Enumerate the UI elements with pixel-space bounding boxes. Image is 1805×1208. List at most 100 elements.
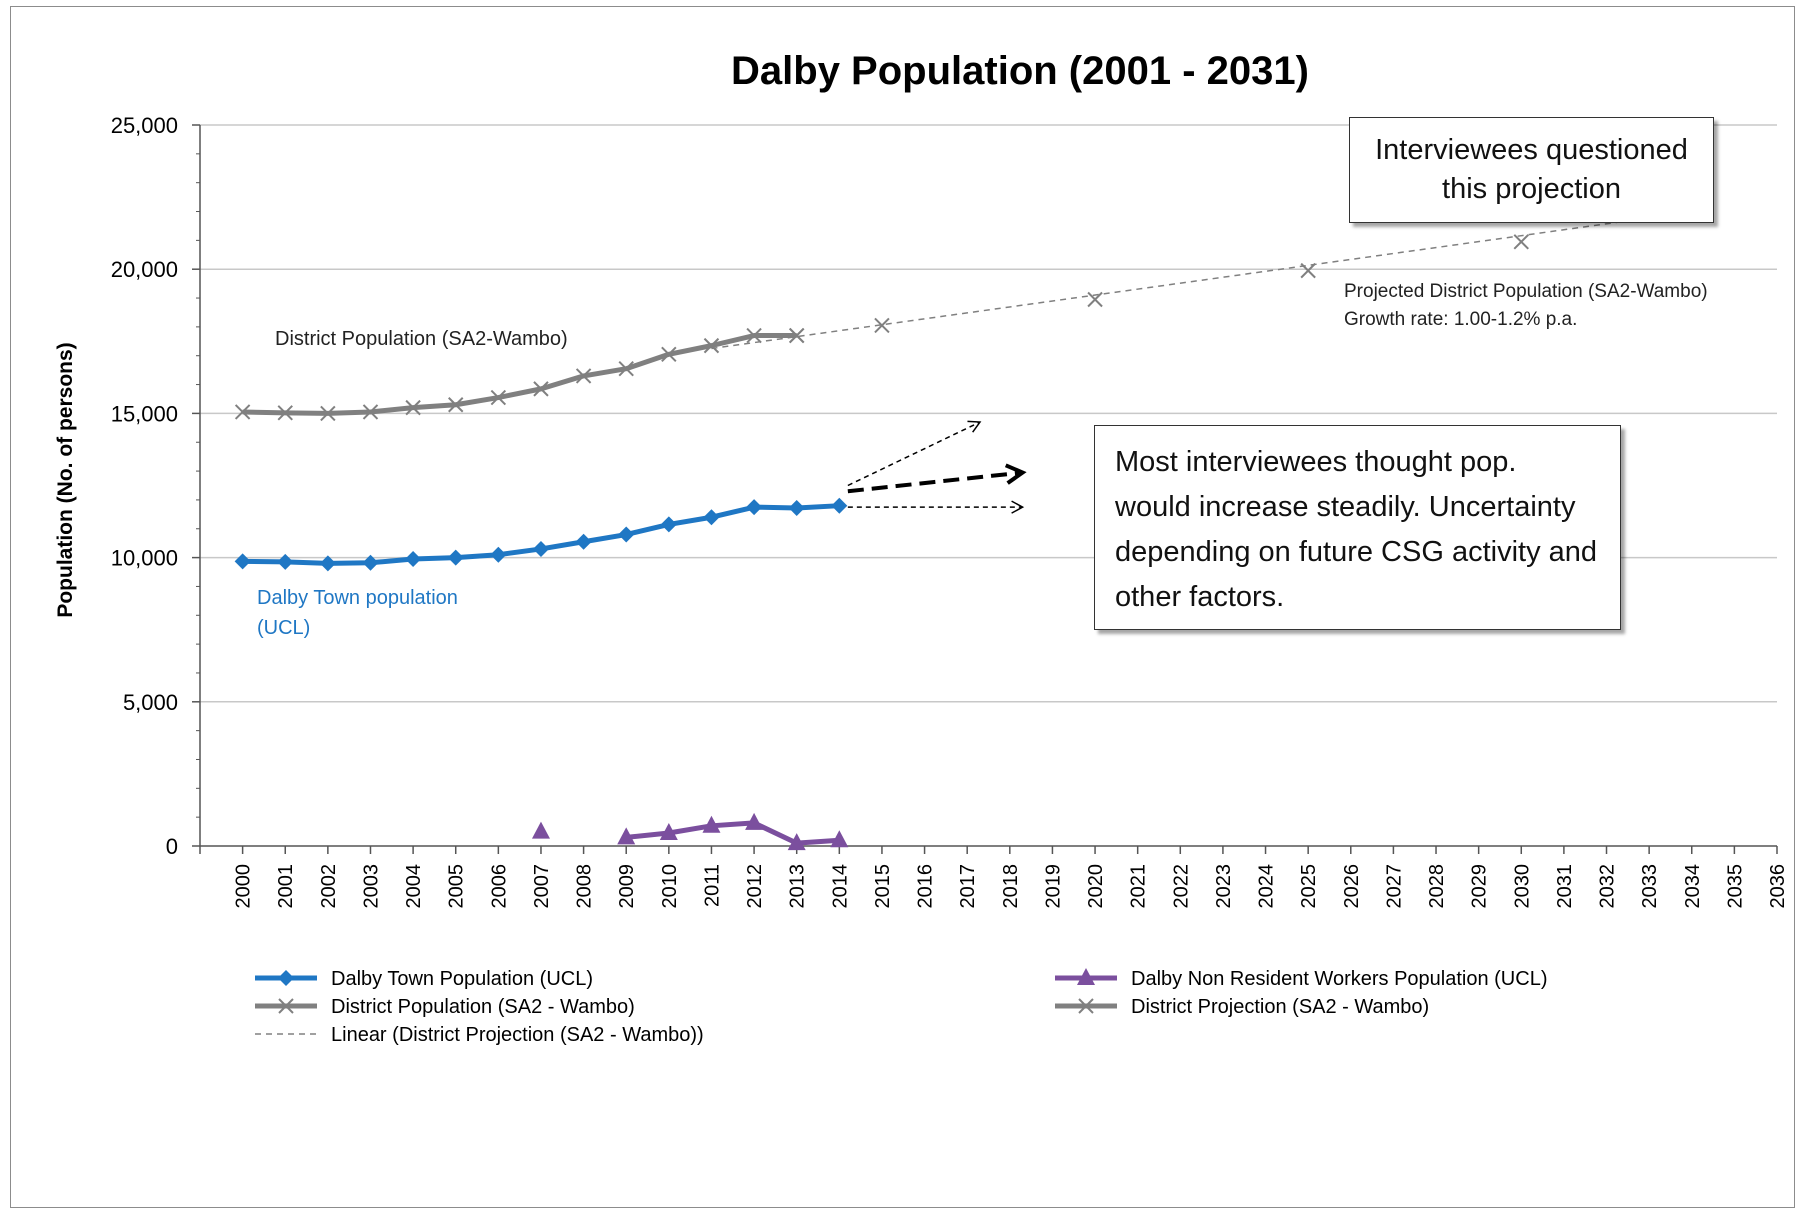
x-tick-label: 2020	[1085, 864, 1107, 909]
uncertainty-arrows	[847, 420, 1023, 514]
x-tick-label: 2005	[446, 864, 468, 909]
data-point	[617, 827, 636, 845]
data-point	[405, 551, 422, 568]
x-tick-label: 2029	[1469, 864, 1491, 909]
data-point	[448, 397, 464, 413]
legend-label: Linear (District Projection (SA2 - Wambo…	[331, 1024, 704, 1046]
data-point	[1078, 998, 1094, 1014]
data-point	[575, 368, 592, 384]
x-tick-label: 2025	[1298, 864, 1320, 909]
projection-questioned-callout: Interviewees questioned this projection	[1349, 117, 1714, 223]
legend-item: District Projection (SA2 - Wambo)	[1055, 996, 1429, 1018]
data-point	[1077, 968, 1095, 985]
x-tick-label: 2008	[574, 864, 596, 909]
x-tick-label: 2031	[1554, 864, 1576, 909]
legend-label: District Population (SA2 - Wambo)	[331, 996, 635, 1018]
data-point	[234, 553, 251, 570]
projection-label-line2: Growth rate: 1.00-1.2% p.a.	[1344, 309, 1577, 330]
y-tick-labels: 0 5,000 10,000 15,000 20,000 25,000	[111, 113, 178, 859]
y-tick-label: 20,000	[111, 257, 178, 282]
uncertainty-arrow	[847, 473, 1023, 494]
data-point	[830, 830, 849, 848]
y-axis-label: Population (No. of persons)	[54, 342, 77, 617]
x-tick-label: 2009	[616, 864, 638, 909]
data-point	[659, 823, 678, 841]
x-tick-label: 2033	[1639, 864, 1661, 909]
x-tick-label: 2023	[1213, 864, 1235, 909]
data-point	[660, 516, 677, 533]
population-chart: Dalby Population (2001 - 2031) Populatio…	[54, 49, 1789, 1046]
x-tick-label: 2006	[488, 864, 510, 909]
x-tick-label: 2004	[403, 864, 425, 909]
data-point	[320, 405, 336, 422]
annotations: District Population (SA2-Wambo) Dalby To…	[257, 281, 1708, 639]
x-tick-label: 2016	[915, 864, 937, 909]
data-point	[532, 540, 549, 557]
town-series-label-line1: Dalby Town population	[257, 587, 458, 609]
x-tick-label: 2021	[1128, 864, 1150, 909]
data-point	[788, 499, 805, 516]
data-point	[745, 812, 764, 830]
series-layer	[234, 217, 1650, 851]
x-tick-label: 2013	[787, 864, 809, 909]
series-1	[531, 812, 849, 851]
data-point	[831, 497, 848, 514]
data-point	[362, 404, 379, 420]
series-0	[234, 497, 848, 572]
data-point	[618, 360, 634, 377]
data-point	[1513, 234, 1529, 250]
data-point	[661, 346, 677, 362]
x-tick-label: 2028	[1426, 864, 1448, 909]
y-tick-label: 5,000	[123, 690, 178, 715]
x-tick-label: 2034	[1682, 864, 1704, 909]
x-tick-label: 2014	[829, 864, 851, 909]
y-tick-label: 10,000	[111, 546, 178, 571]
legend-label: Dalby Town Population (UCL)	[331, 968, 593, 990]
trend-line	[711, 217, 1650, 350]
chart-title: Dalby Population (2001 - 2031)	[731, 49, 1309, 93]
district-series-label: District Population (SA2-Wambo)	[275, 328, 568, 350]
series-4	[711, 217, 1650, 350]
x-tick-label: 2035	[1724, 864, 1746, 909]
steady-increase-callout: Most interviewees thought pop. would inc…	[1094, 425, 1621, 630]
legend-item: Linear (District Projection (SA2 - Wambo…	[255, 1024, 704, 1046]
data-point	[531, 821, 550, 839]
data-point	[533, 381, 549, 397]
x-tick-label: 2012	[744, 864, 766, 909]
x-tick-label: 2032	[1597, 864, 1619, 909]
data-point	[405, 399, 421, 416]
legend-item: Dalby Town Population (UCL)	[255, 968, 593, 990]
series-2	[234, 327, 805, 422]
data-point	[1087, 291, 1103, 308]
x-tick-label: 2027	[1383, 864, 1405, 909]
data-point	[746, 327, 762, 344]
x-tick-label: 2017	[957, 864, 979, 909]
data-point	[787, 833, 806, 851]
x-tick-label: 2024	[1256, 864, 1278, 909]
data-point	[788, 327, 805, 344]
data-point	[746, 499, 763, 516]
x-tick-label: 2026	[1341, 864, 1363, 909]
legend-label: Dalby Non Resident Workers Population (U…	[1131, 968, 1547, 990]
projection-label-line1: Projected District Population (SA2-Wambo…	[1344, 281, 1708, 302]
data-point	[278, 998, 294, 1014]
series-line	[625, 820, 840, 846]
y-tick-label: 15,000	[111, 401, 178, 426]
data-point	[702, 815, 721, 833]
data-point	[703, 509, 720, 526]
legend: Dalby Town Population (UCL) Dalby Non Res…	[255, 968, 1547, 1046]
data-point	[447, 549, 464, 566]
data-point	[362, 554, 379, 571]
x-tick-label: 2011	[701, 864, 723, 907]
town-series-label-line2: (UCL)	[257, 617, 310, 639]
data-point	[874, 317, 890, 334]
data-point	[277, 405, 293, 421]
x-tick-label: 2022	[1170, 864, 1192, 909]
x-tick-label: 2030	[1511, 864, 1533, 909]
x-tick-label: 2007	[531, 864, 553, 909]
callout-mid-text: Most interviewees thought pop. would inc…	[1115, 446, 1598, 613]
data-point	[490, 546, 507, 563]
data-point	[575, 533, 592, 550]
legend-label: District Projection (SA2 - Wambo)	[1131, 996, 1429, 1018]
legend-item: Dalby Non Resident Workers Population (U…	[1055, 968, 1547, 990]
